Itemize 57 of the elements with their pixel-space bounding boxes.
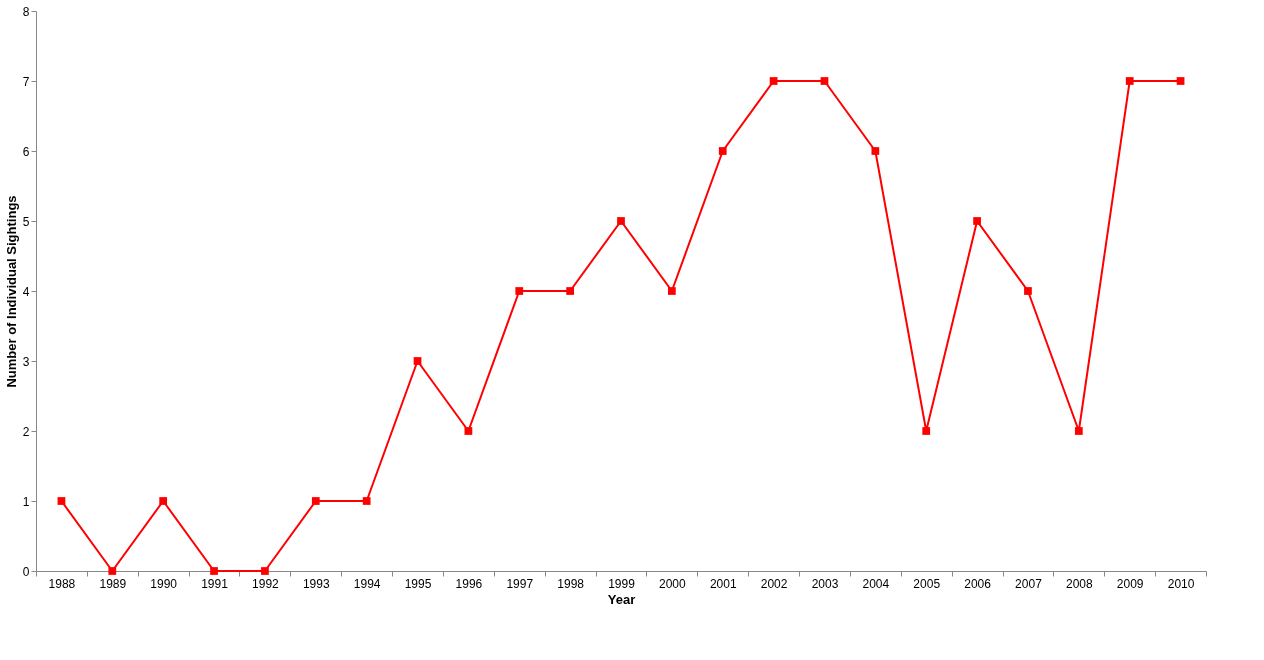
point — [413, 357, 422, 365]
y-tick-label: 7 — [22, 74, 30, 89]
point — [515, 287, 524, 295]
x-tick-label: 2008 — [1065, 576, 1093, 591]
point — [617, 217, 625, 225]
x-tick-label: 1989 — [99, 576, 127, 591]
point — [362, 497, 371, 505]
point — [261, 567, 269, 575]
x-tick-label: 1992 — [252, 576, 280, 591]
x-tick-label: 1991 — [201, 576, 229, 591]
point — [566, 287, 574, 295]
x-tick-label: 2005 — [913, 576, 941, 591]
x-tick-label: 1988 — [48, 576, 76, 591]
x-tick-label: 1995 — [404, 576, 432, 591]
x-tick-label: 2006 — [964, 576, 992, 591]
x-tick-label: 2004 — [862, 576, 890, 591]
x-tick-label: 2010 — [1167, 576, 1195, 591]
point — [668, 287, 676, 295]
point — [210, 567, 218, 575]
point — [1176, 77, 1185, 85]
x-tick-label: 1993 — [302, 576, 330, 591]
point — [108, 567, 117, 575]
y-tick-label: 1 — [22, 494, 30, 509]
x-tick-label: 1999 — [608, 576, 636, 591]
x-tick-label: 1990 — [150, 576, 178, 591]
x-tick-label: 1997 — [506, 576, 534, 591]
x-tick-label: 2002 — [760, 576, 788, 591]
y-tick-label: 5 — [22, 214, 30, 229]
point — [769, 77, 778, 85]
point — [464, 427, 473, 435]
point — [1125, 77, 1134, 85]
point — [1074, 427, 1083, 435]
y-axis-title: Number of Individual Sightings — [3, 195, 19, 388]
x-tick-label: 1998 — [557, 576, 585, 591]
x-tick-label: 2007 — [1015, 576, 1043, 591]
x-tick-label: 2003 — [811, 576, 839, 591]
y-tick-label: 6 — [22, 144, 30, 159]
point — [820, 77, 829, 85]
point — [973, 217, 981, 225]
y-tick-label: 2 — [22, 424, 30, 439]
x-axis-title: Year — [607, 591, 636, 607]
x-tick-label: 1994 — [353, 576, 381, 591]
point — [311, 497, 320, 505]
y-tick-label: 3 — [22, 354, 30, 369]
point — [922, 427, 931, 435]
point — [871, 147, 880, 155]
point — [718, 147, 727, 155]
y-tick-label: 4 — [22, 284, 30, 299]
y-tick-label: 8 — [22, 4, 30, 19]
point — [159, 497, 168, 505]
x-tick-label: 1996 — [455, 576, 483, 591]
y-tick-label: 0 — [22, 564, 30, 579]
x-tick-label: 2001 — [709, 576, 737, 591]
x-tick-label: 2009 — [1116, 576, 1144, 591]
point — [1024, 287, 1032, 295]
point — [57, 497, 66, 505]
x-tick-label: 2000 — [659, 576, 687, 591]
